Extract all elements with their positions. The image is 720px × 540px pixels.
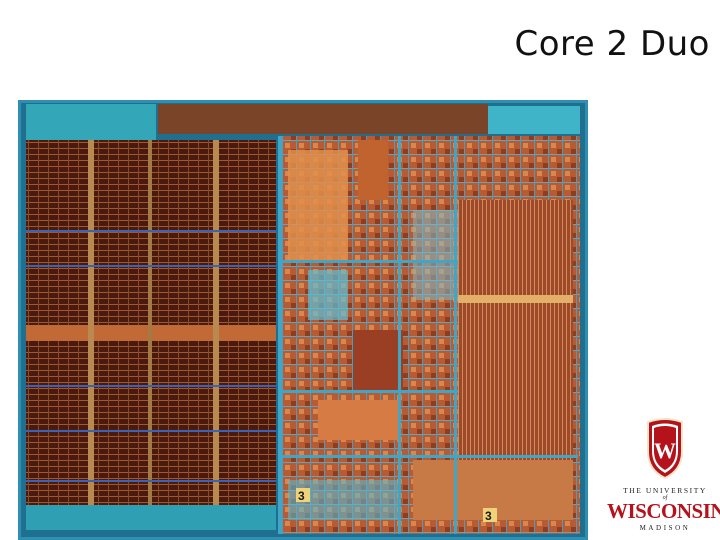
die-marking-2: 3 — [485, 509, 492, 523]
logo-of-text: of — [662, 495, 668, 501]
logo-wisconsin-text: WISCONSIN — [607, 499, 720, 523]
slide-title: Core 2 Duo — [514, 24, 710, 64]
processor-die-photo: 3 3 — [18, 100, 588, 540]
crest-letter: W — [654, 438, 676, 463]
logo-university-text: THE UNIVERSITY — [623, 486, 707, 495]
logo-madison-text: MADISON — [639, 524, 691, 532]
crest-icon: W — [647, 418, 683, 480]
university-logo: W THE UNIVERSITY of WISCONSIN MADISON — [607, 418, 720, 540]
die-marking-1: 3 — [298, 489, 305, 503]
